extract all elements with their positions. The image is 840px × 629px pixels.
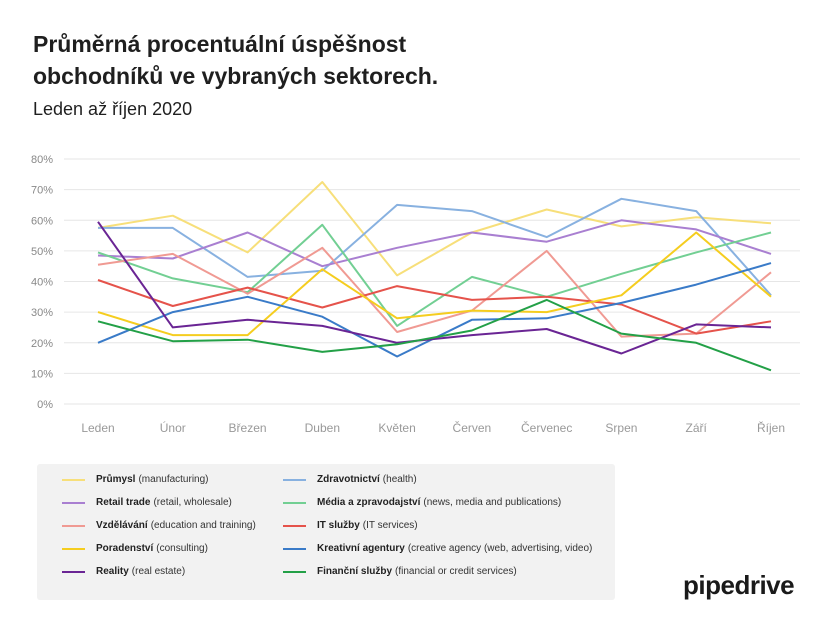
legend-label: Reality bbox=[96, 566, 129, 577]
legend-swatch bbox=[283, 547, 306, 550]
legend-detail: (news, media and publications) bbox=[423, 497, 562, 508]
series-line-1 bbox=[97, 181, 772, 277]
legend-swatch bbox=[62, 547, 85, 550]
series-line-7 bbox=[97, 231, 772, 337]
legend-label: Retail trade bbox=[96, 497, 151, 508]
legend-item: Poradenství (consulting) bbox=[62, 543, 208, 554]
y-tick-label: 30% bbox=[31, 307, 53, 319]
legend-swatch bbox=[62, 524, 85, 527]
legend-detail: (real estate) bbox=[131, 566, 186, 577]
chart-title: Průměrná procentuální úspěšnost obchodní… bbox=[33, 28, 438, 92]
x-tick-label: Únor bbox=[160, 420, 186, 435]
y-tick-label: 40% bbox=[31, 277, 53, 289]
pipedrive-logo: pipedrive bbox=[683, 570, 795, 600]
y-tick-label: 20% bbox=[31, 338, 53, 350]
legend-detail: (consulting) bbox=[156, 543, 208, 554]
x-tick-label: Říjen bbox=[757, 420, 785, 435]
legend-detail: (creative agency (web, advertising, vide… bbox=[407, 543, 593, 554]
legend-detail: (manufacturing) bbox=[138, 474, 209, 485]
y-tick-label: 50% bbox=[31, 246, 53, 258]
x-tick-label: Červenec bbox=[521, 420, 572, 435]
legend-item: Zdravotnictví (health) bbox=[283, 474, 417, 485]
legend-item: Kreativní agentury (creative agency (web,… bbox=[283, 543, 592, 554]
chart-title-line-1: Průměrná procentuální úspěšnost bbox=[33, 31, 407, 57]
line-chart: 0% 10% 20% 30% 40% 50% 60% 70% 80% Leden Únor Břez… bbox=[31, 154, 800, 435]
legend-label: Vzdělávání bbox=[96, 520, 148, 531]
legend-swatch bbox=[283, 524, 306, 527]
y-tick-label: 0% bbox=[37, 399, 53, 411]
legend-swatch bbox=[62, 501, 85, 504]
legend-item: Média a zpravodajství (news, media and pu… bbox=[283, 497, 561, 508]
legend-item: Průmysl (manufacturing) bbox=[62, 474, 209, 485]
legend-detail: (education and training) bbox=[150, 520, 256, 531]
series-line-5 bbox=[97, 246, 772, 338]
legend-detail: (health) bbox=[382, 474, 417, 485]
x-axis: Leden Únor Březen Duben Květen Červen Červenec… bbox=[81, 420, 785, 435]
x-tick-label: Září bbox=[686, 421, 708, 435]
legend-label: Zdravotnictví bbox=[317, 474, 380, 485]
series-line-3 bbox=[97, 219, 772, 268]
chart-title-line-2: obchodníků ve vybraných sektorech. bbox=[33, 63, 439, 89]
legend-item: Vzdělávání (education and training) bbox=[62, 520, 256, 531]
x-tick-label: Květen bbox=[378, 421, 415, 435]
legend-detail: (IT services) bbox=[362, 520, 418, 531]
series-line-6 bbox=[97, 279, 772, 335]
legend-item: Retail trade (retail, wholesale) bbox=[62, 497, 232, 508]
x-tick-label: Březen bbox=[229, 421, 267, 435]
legend-swatch bbox=[283, 501, 306, 504]
legend-label: Kreativní agentury bbox=[317, 543, 405, 554]
y-tick-label: 60% bbox=[31, 215, 53, 227]
legend-label: Poradenství bbox=[96, 543, 154, 554]
series-line-9 bbox=[97, 221, 772, 355]
chart-subtitle: Leden až říjen 2020 bbox=[33, 99, 193, 119]
legend-item: Reality (real estate) bbox=[62, 566, 185, 577]
y-tick-label: 70% bbox=[31, 185, 53, 197]
legend-swatch bbox=[283, 478, 306, 481]
grid-lines bbox=[64, 158, 800, 405]
legend: Průmysl (manufacturing) Zdravotnictví (heal… bbox=[37, 464, 615, 600]
x-tick-label: Duben bbox=[305, 421, 340, 435]
legend-swatch bbox=[62, 478, 85, 481]
legend-label: Finanční služby bbox=[317, 566, 393, 577]
legend-item: IT služby (IT services) bbox=[283, 520, 418, 531]
y-axis: 0% 10% 20% 30% 40% 50% 60% 70% 80% bbox=[31, 154, 53, 411]
series-line-10 bbox=[97, 298, 772, 372]
y-tick-label: 80% bbox=[31, 154, 53, 166]
legend-item: Finanční služby (financial or credit serv… bbox=[283, 566, 517, 577]
x-tick-label: Srpen bbox=[605, 421, 637, 435]
legend-swatch bbox=[62, 570, 85, 573]
y-tick-label: 10% bbox=[31, 368, 53, 380]
legend-label: IT služby bbox=[317, 520, 360, 531]
x-tick-label: Červen bbox=[453, 420, 492, 435]
series-line-2 bbox=[98, 197, 772, 296]
legend-detail: (financial or credit services) bbox=[395, 566, 517, 577]
legend-label: Média a zpravodajství bbox=[317, 497, 421, 508]
legend-swatch bbox=[283, 570, 306, 573]
series-lines bbox=[97, 181, 772, 372]
legend-detail: (retail, wholesale) bbox=[153, 497, 232, 508]
x-tick-label: Leden bbox=[81, 421, 114, 435]
legend-label: Průmysl bbox=[96, 474, 136, 485]
